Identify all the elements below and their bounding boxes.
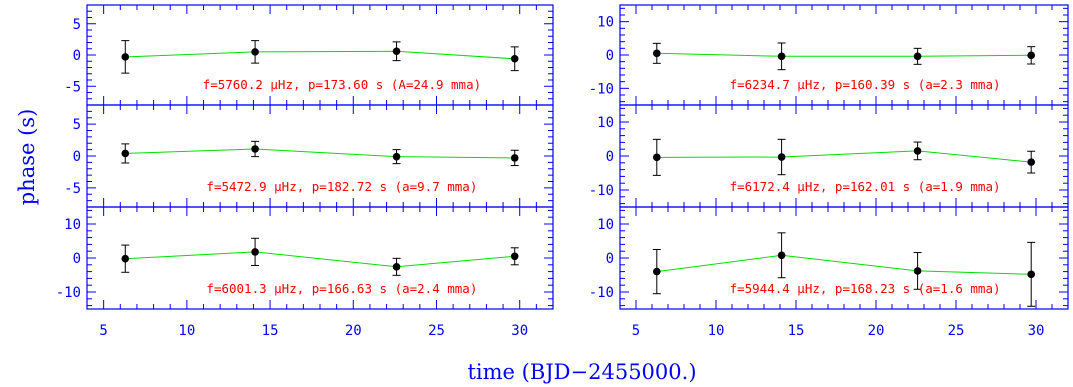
panel-3: 5 10 15 20 25 30 -10 0 10 f=6001.3 μHz, p=166.63 …	[56, 206, 554, 339]
x-tick-label: 5	[632, 323, 640, 339]
x-tick-label: 15	[262, 323, 279, 339]
series-line	[125, 148, 515, 159]
data-point	[251, 248, 259, 256]
data-point	[777, 52, 786, 61]
y-tick-label: -10	[589, 285, 614, 301]
data-point	[392, 263, 401, 271]
series-line	[656, 150, 1032, 163]
data-point	[913, 52, 922, 61]
panels-group: -5 0 5 f=5760.2 μHz, p=173.60 s (A=24.9 mma…	[56, 4, 1069, 339]
data-point	[121, 149, 130, 158]
y-tick-label: 0	[606, 251, 614, 267]
x-tick-label: 20	[868, 323, 885, 339]
y-tick-label: 10	[597, 15, 614, 31]
series-line	[656, 254, 1032, 275]
panel-annotation: f=6234.7 μHz, p=160.39 s (a=2.3 mma)	[730, 77, 1001, 92]
y-tick-label: -10	[56, 285, 81, 301]
data-point	[653, 153, 661, 162]
data-point	[121, 254, 130, 263]
panel-annotation: f=5944.4 μHz, p=168.23 s (a=1.6 mma)	[730, 281, 1001, 296]
x-tick-label: 10	[708, 323, 725, 339]
panel-4: -10 0 10 f=6234.7 μHz, p=160.39 s (a=2.3 mm…	[589, 4, 1069, 106]
data-point	[251, 145, 259, 153]
y-tick-label: 10	[597, 115, 614, 131]
y-tick-label: -5	[64, 181, 81, 197]
data-point	[777, 251, 786, 260]
y-tick-label: 5	[73, 17, 81, 33]
data-point	[121, 53, 130, 61]
x-tick-label: 15	[788, 323, 805, 339]
panel-annotation: f=6172.4 μHz, p=162.01 s (a=1.9 mma)	[730, 179, 1001, 194]
panel-5: -10 0 10 f=6172.4 μHz, p=162.01 s (a=1.9 mm…	[589, 104, 1069, 208]
y-tick-label: 0	[73, 48, 81, 64]
y-axis-label: phase (s)	[15, 109, 39, 206]
data-point	[1027, 51, 1035, 60]
data-point	[1027, 158, 1035, 166]
panel-annotation: f=5472.9 μHz, p=182.72 s (a=9.7 mma)	[206, 179, 477, 194]
x-tick-label: 30	[511, 323, 528, 339]
series-line	[125, 251, 515, 268]
y-tick-label: 0	[73, 251, 81, 267]
y-tick-label: 5	[73, 117, 81, 133]
series-line	[656, 52, 1032, 57]
x-tick-label: 25	[948, 323, 965, 339]
data-point	[392, 152, 401, 161]
data-point	[251, 48, 259, 56]
x-tick-label: 30	[1028, 323, 1045, 339]
y-tick-label: 0	[73, 149, 81, 165]
x-tick-label: 20	[345, 323, 362, 339]
y-tick-label: -5	[64, 79, 81, 95]
data-point	[510, 252, 519, 261]
x-axis-label: time (BJD−2455000.)	[467, 360, 696, 384]
data-point	[777, 153, 786, 161]
y-tick-label: -10	[589, 81, 614, 97]
panel-6: 5 10 15 20 25 30 -10 0 10 f=5944.4 μHz, p=168.23 …	[589, 206, 1069, 339]
x-tick-label: 10	[178, 323, 195, 339]
y-tick-label: 10	[597, 217, 614, 233]
data-point	[392, 47, 401, 56]
y-tick-label: 0	[606, 149, 614, 165]
y-tick-label: 0	[606, 48, 614, 64]
data-point	[510, 154, 519, 162]
panel-annotation: f=5760.2 μHz, p=173.60 s (A=24.9 mma)	[203, 77, 481, 92]
panel-annotation: f=6001.3 μHz, p=166.63 s (a=2.4 mma)	[206, 281, 477, 296]
x-tick-label: 5	[99, 323, 107, 339]
y-tick-label: -10	[589, 183, 614, 199]
data-point	[653, 267, 661, 276]
y-tick-label: 10	[64, 217, 81, 233]
x-tick-label: 25	[428, 323, 445, 339]
data-point	[510, 54, 519, 63]
series-line	[125, 50, 515, 60]
data-point	[913, 267, 922, 275]
data-point	[913, 147, 922, 155]
panel-2: -5 0 5 f=5472.9 μHz, p=182.72 s (a=9.7 mma)	[64, 104, 554, 208]
data-point	[653, 49, 661, 58]
panel-1: -5 0 5 f=5760.2 μHz, p=173.60 s (A=24.9 mma…	[64, 4, 554, 106]
data-point	[1027, 270, 1035, 279]
